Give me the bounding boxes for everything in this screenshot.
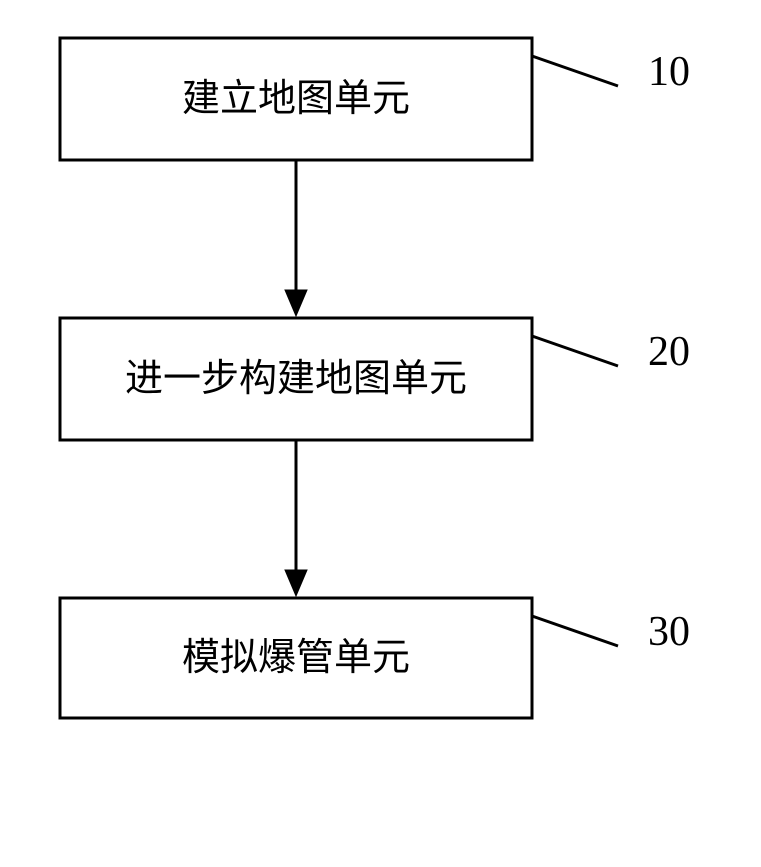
node-number: 20 bbox=[648, 329, 690, 375]
node-number: 10 bbox=[648, 49, 690, 95]
flow-node: 模拟爆管单元 30 bbox=[60, 598, 690, 718]
edge-arrowhead bbox=[285, 290, 307, 316]
callout-tick bbox=[532, 336, 618, 366]
flow-node: 建立地图单元 10 bbox=[60, 38, 690, 160]
node-number: 30 bbox=[648, 609, 690, 655]
node-label: 建立地图单元 bbox=[182, 78, 410, 120]
edge-arrowhead bbox=[285, 570, 307, 596]
node-label: 模拟爆管单元 bbox=[182, 637, 410, 679]
flowchart-canvas: 建立地图单元 10 进一步构建地图单元 20 模拟爆管单元 30 bbox=[0, 0, 761, 867]
callout-tick bbox=[532, 616, 618, 646]
callout-tick bbox=[532, 56, 618, 86]
node-label: 进一步构建地图单元 bbox=[125, 358, 467, 400]
flow-node: 进一步构建地图单元 20 bbox=[60, 318, 690, 440]
